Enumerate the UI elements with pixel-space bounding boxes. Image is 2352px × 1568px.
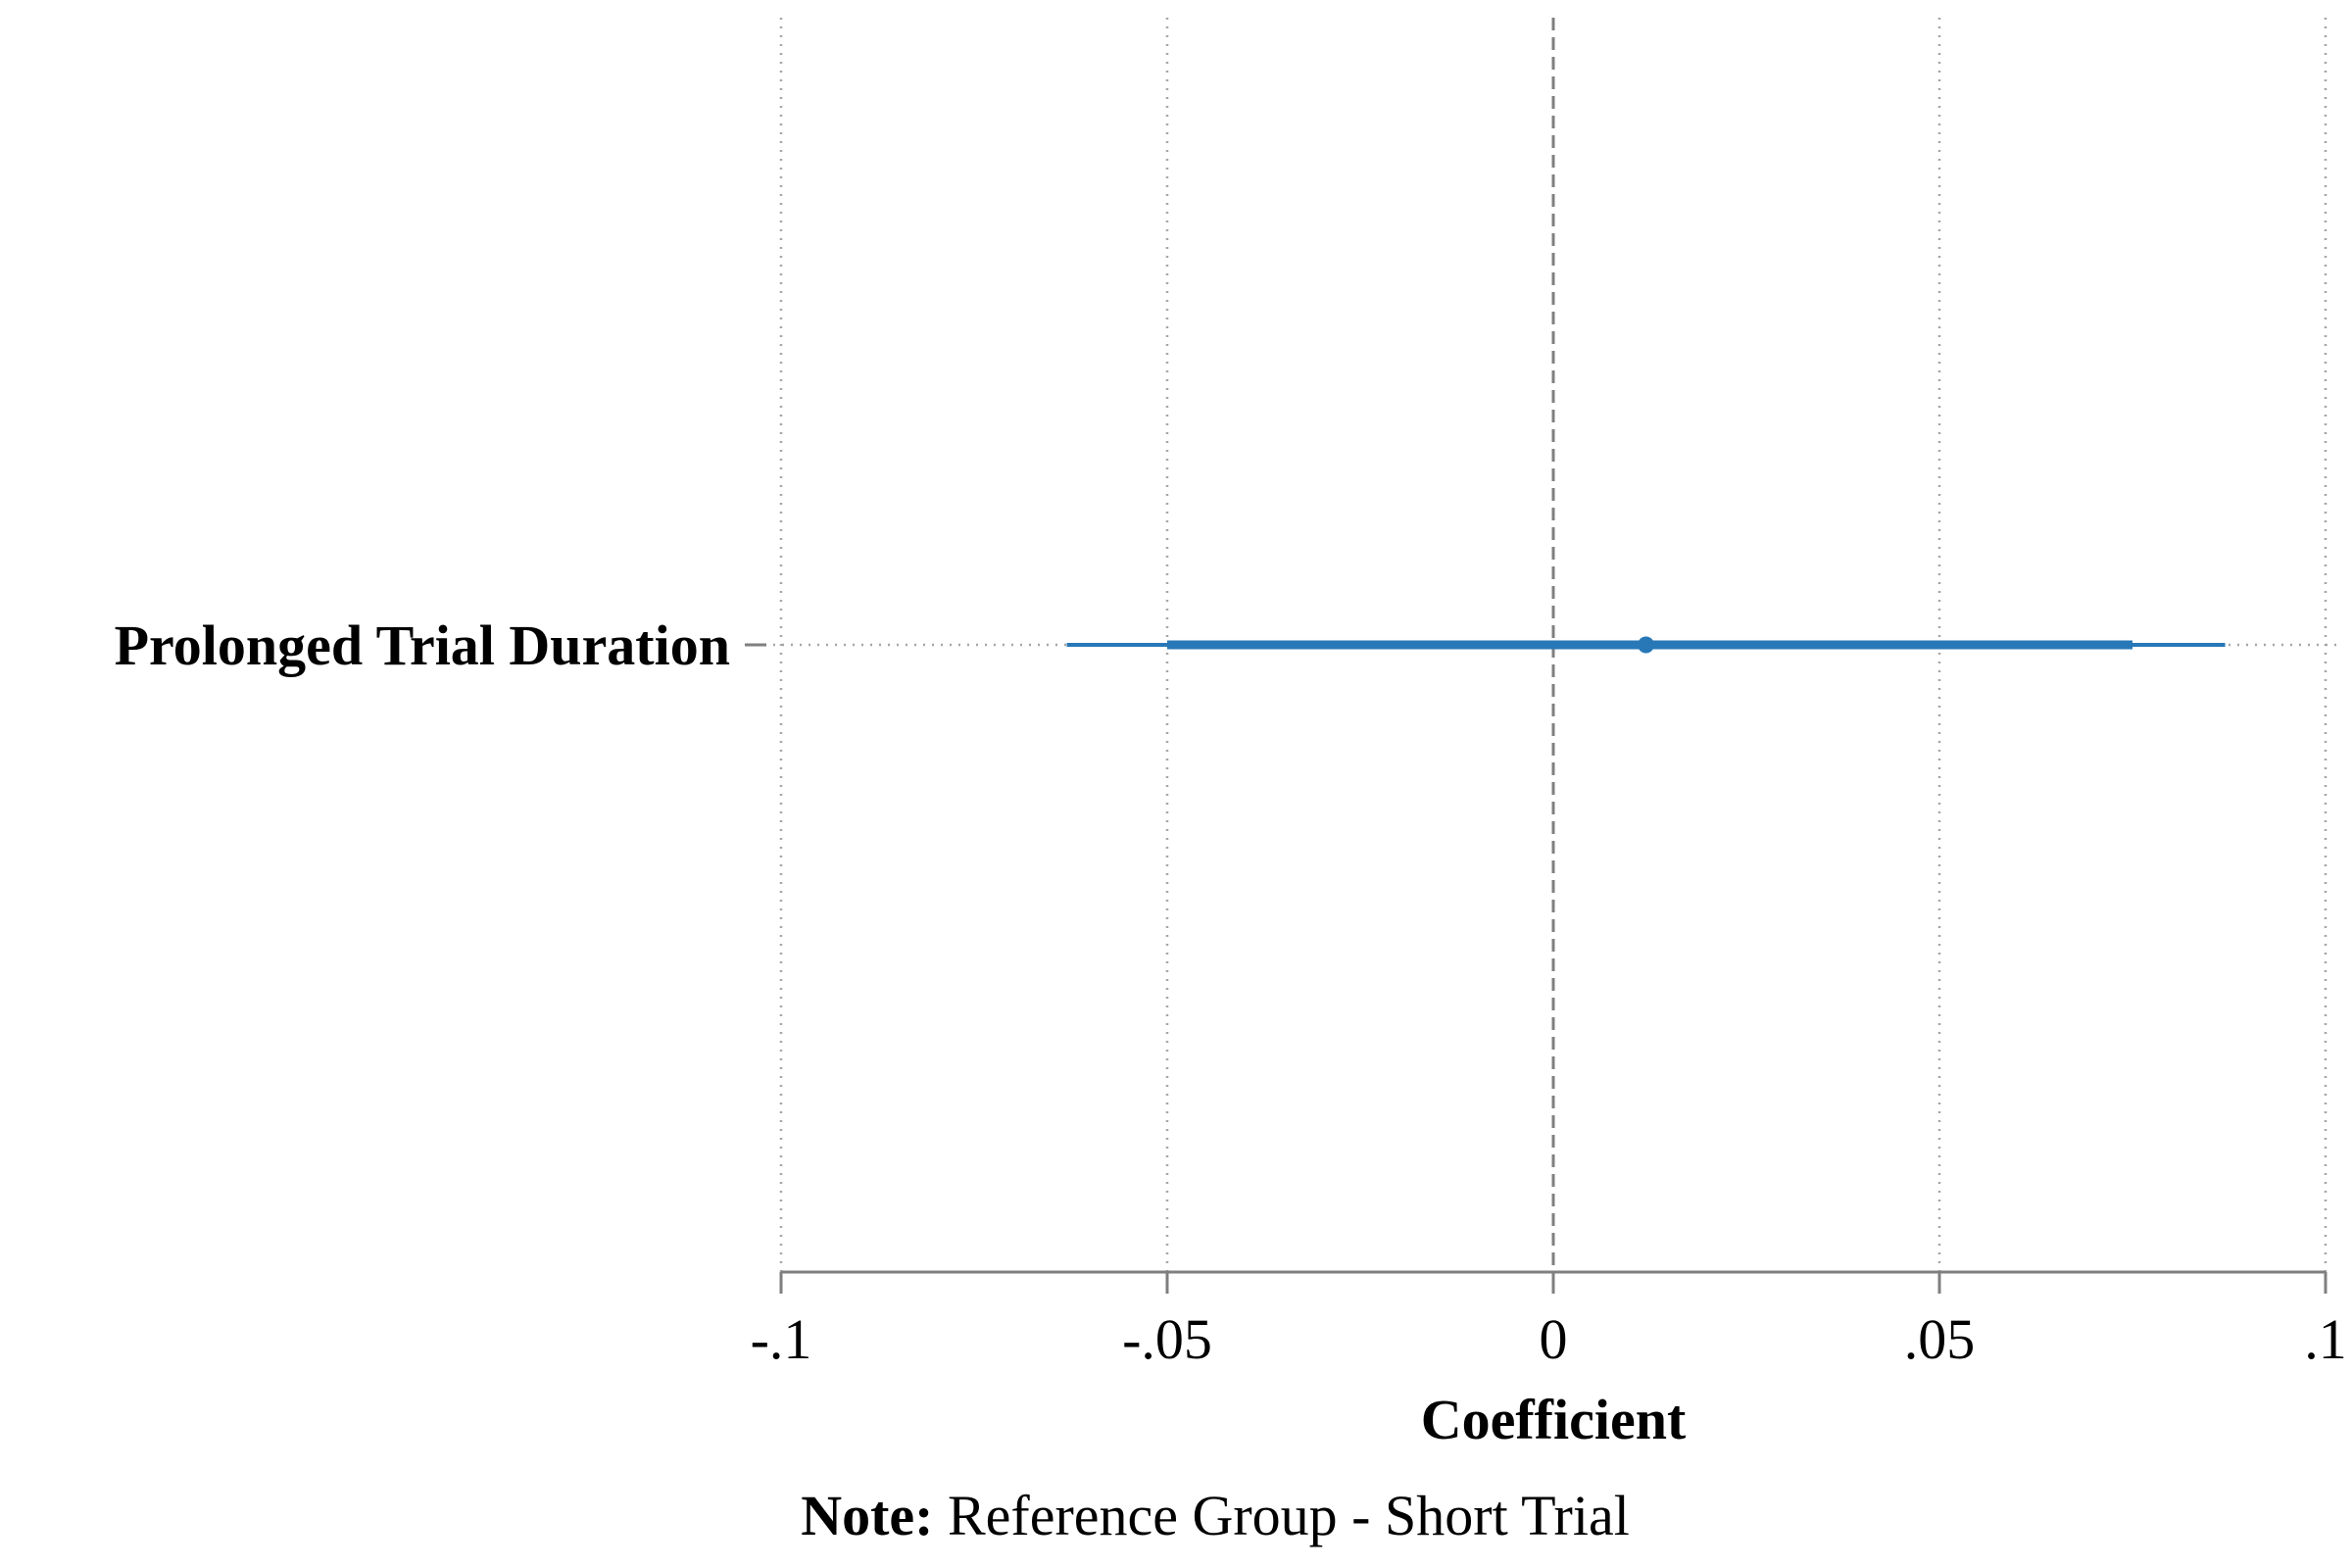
x-tick-label: -.05 (1122, 1307, 1212, 1371)
labels-layer: Coefficient Note: Reference Group - Shor… (115, 613, 1687, 1547)
x-tick-label: .1 (2304, 1307, 2347, 1371)
category-label: Prolonged Trial Duration (115, 613, 730, 677)
x-tick-label: -.1 (751, 1307, 812, 1371)
note-text: Reference Group - Short Trial (933, 1484, 1629, 1547)
point-estimate (1638, 636, 1655, 654)
x-tick-label: 0 (1540, 1307, 1568, 1371)
note: Note: Reference Group - Short Trial (801, 1484, 1630, 1547)
x-tick-label: .05 (1904, 1307, 1976, 1371)
x-axis-title: Coefficient (1421, 1388, 1687, 1451)
x-axis: -.1 -.05 0 .05 .1 (751, 1270, 2347, 1371)
series-layer (1066, 636, 2226, 654)
note-label: Note: (801, 1484, 933, 1547)
